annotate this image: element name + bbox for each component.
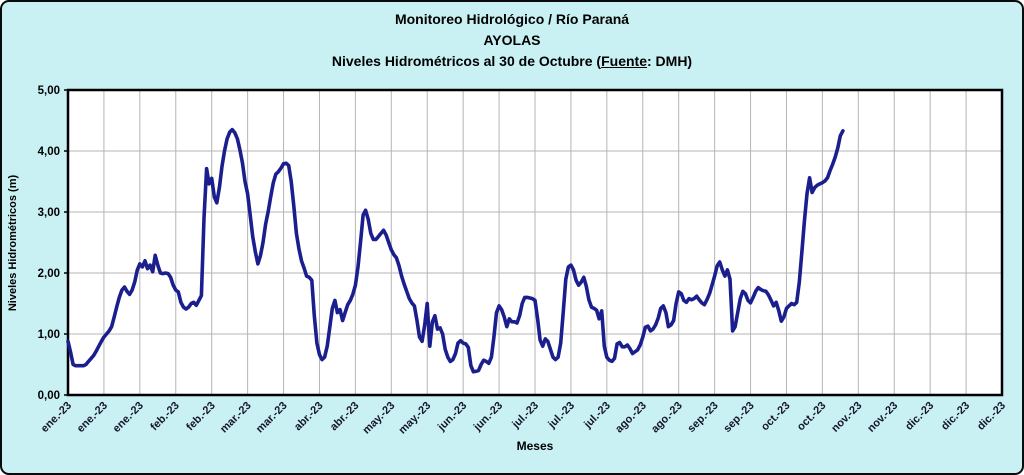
y-tick-label: 5,00: [38, 85, 60, 97]
x-axis-title: Meses: [516, 439, 554, 453]
y-tick-label: 1,00: [38, 329, 60, 341]
x-tick-label: abr.-23: [292, 400, 326, 434]
x-tick-label: feb.-23: [184, 400, 218, 434]
chart-title-block: Monitoreo Hidrológico / Río Paraná AYOLA…: [2, 9, 1022, 72]
x-tick-label: dic.-23: [975, 400, 1008, 433]
x-tick-label: may.-23: [396, 400, 433, 437]
plot-border: [66, 88, 1004, 397]
x-tick-label: ago.-23: [649, 400, 685, 436]
x-tick-label: mar.-23: [218, 400, 254, 436]
x-tick-label: sep.-23: [721, 400, 756, 435]
x-tick-label: sep.-23: [685, 400, 720, 435]
chart-title-line2: AYOLAS: [483, 32, 541, 48]
chart-title-line1: Monitoreo Hidrológico / Río Paraná: [394, 11, 630, 27]
x-tick-label: ago.-23: [613, 400, 649, 436]
x-tick-label: oct.-23: [795, 400, 829, 434]
x-tick-label: oct.-23: [759, 400, 793, 434]
x-tick-label: abr.-23: [328, 400, 362, 434]
x-tick-label: ene.-23: [39, 400, 74, 435]
x-tick-label: nov.-23: [829, 400, 864, 435]
x-tick-label: nov.-23: [865, 400, 900, 435]
y-tick-label: 3,00: [38, 207, 60, 219]
x-tick-label: ene.-23: [75, 400, 110, 435]
y-axis-title: Niveles Hidrométricos (m): [7, 174, 19, 312]
x-tick-label: dic.-23: [939, 400, 972, 433]
x-tick-label: feb.-23: [148, 400, 182, 434]
x-tick-label: jul.-23: [509, 400, 541, 432]
x-tick-label: dic.-23: [903, 400, 936, 433]
x-tick-label: ene.-23: [111, 400, 146, 435]
x-tick-label: jul.-23: [545, 400, 577, 432]
x-tick-label: jun.-23: [435, 400, 469, 434]
x-tick-label: may.-23: [361, 400, 398, 437]
y-tick-label: 0,00: [38, 390, 60, 402]
series-line-nivel-hidrometrico: [66, 127, 845, 374]
x-tick-label: jul.-23: [581, 400, 613, 432]
fuente-underlined-text: Fuente: [601, 53, 647, 69]
chart-title-line3: Niveles Hidrométricos al 30 de Octubre (…: [331, 53, 693, 69]
x-tick-label: jun.-23: [471, 400, 505, 434]
y-tick-label: 2,00: [38, 268, 60, 280]
x-tick-label: mar.-23: [254, 400, 290, 436]
y-tick-label: 4,00: [38, 146, 60, 158]
